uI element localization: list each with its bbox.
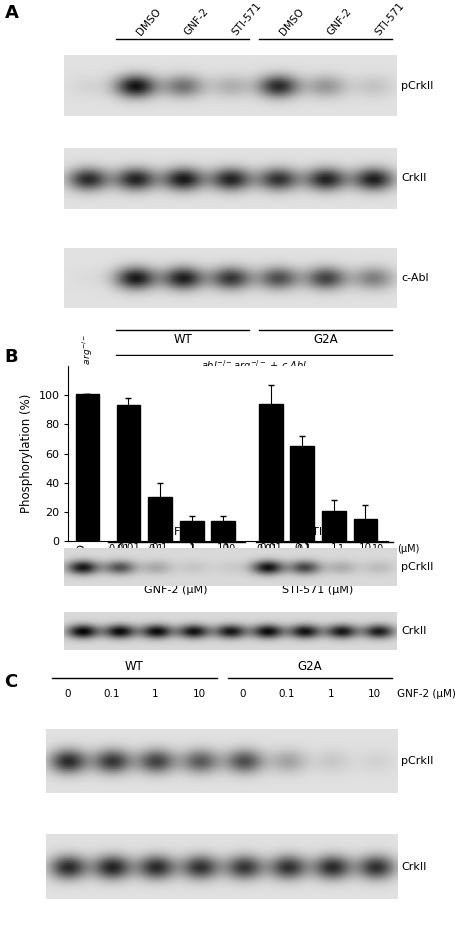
- Y-axis label: Phosphorylation (%): Phosphorylation (%): [20, 394, 33, 513]
- Text: CrkII: CrkII: [400, 862, 426, 871]
- Text: 1: 1: [152, 688, 158, 699]
- Text: DMSO: DMSO: [277, 7, 305, 38]
- Text: 10: 10: [224, 544, 236, 554]
- Text: 10: 10: [371, 544, 384, 554]
- Text: (μM): (μM): [396, 544, 418, 554]
- Text: GNF-2: GNF-2: [157, 527, 192, 537]
- Bar: [148, 497, 172, 541]
- Bar: [258, 404, 282, 541]
- Text: GNF-2: GNF-2: [182, 7, 211, 38]
- Text: $abl^{-/-}arg^{-/-}$: $abl^{-/-}arg^{-/-}$: [80, 333, 95, 394]
- Text: CrkII: CrkII: [400, 174, 426, 183]
- Text: 1: 1: [338, 544, 344, 554]
- Text: 0.1: 0.1: [278, 688, 294, 699]
- Text: STI-571: STI-571: [305, 527, 347, 537]
- Text: pCrkII: pCrkII: [400, 756, 433, 766]
- Text: 10: 10: [192, 688, 205, 699]
- Text: STI-571: STI-571: [230, 1, 263, 38]
- Text: A: A: [5, 4, 18, 22]
- Bar: [290, 446, 313, 541]
- Text: 0: 0: [64, 688, 71, 699]
- Text: C: C: [5, 673, 18, 691]
- Text: CrkII: CrkII: [400, 626, 426, 636]
- Text: STI-571: STI-571: [372, 1, 405, 38]
- Text: c-Abl: c-Abl: [400, 273, 428, 283]
- Text: pCrkII: pCrkII: [400, 81, 433, 91]
- Text: 0.01: 0.01: [256, 544, 278, 554]
- Text: GNF-2 (μM): GNF-2 (μM): [396, 688, 455, 699]
- Text: 0.1: 0.1: [103, 688, 119, 699]
- Bar: [211, 521, 235, 541]
- Text: STI-571 (μM): STI-571 (μM): [282, 585, 353, 595]
- Text: $abl^{-/-}arg^{-/-}$ + c-Abl: $abl^{-/-}arg^{-/-}$ + c-Abl: [200, 358, 307, 374]
- Text: WT: WT: [125, 660, 144, 673]
- Text: DMSO: DMSO: [82, 507, 102, 539]
- Text: DMSO: DMSO: [135, 7, 163, 38]
- Text: 0.01: 0.01: [108, 544, 130, 554]
- Bar: [76, 394, 99, 541]
- Text: 0.1: 0.1: [296, 544, 311, 554]
- Bar: [321, 510, 345, 541]
- Text: GNF-2 (μM): GNF-2 (μM): [144, 585, 207, 595]
- Text: 1: 1: [190, 544, 196, 554]
- Text: 0: 0: [239, 688, 246, 699]
- Text: WT: WT: [173, 333, 192, 346]
- Text: G2A: G2A: [297, 660, 322, 673]
- Text: 0.1: 0.1: [148, 544, 163, 554]
- Text: B: B: [5, 348, 18, 366]
- Text: GNF-2: GNF-2: [325, 7, 353, 38]
- Bar: [179, 521, 203, 541]
- Bar: [353, 520, 376, 541]
- Text: 1: 1: [327, 688, 334, 699]
- Text: pCrkII: pCrkII: [400, 562, 433, 572]
- Text: 10: 10: [367, 688, 380, 699]
- Bar: [116, 405, 140, 541]
- Text: G2A: G2A: [313, 333, 337, 346]
